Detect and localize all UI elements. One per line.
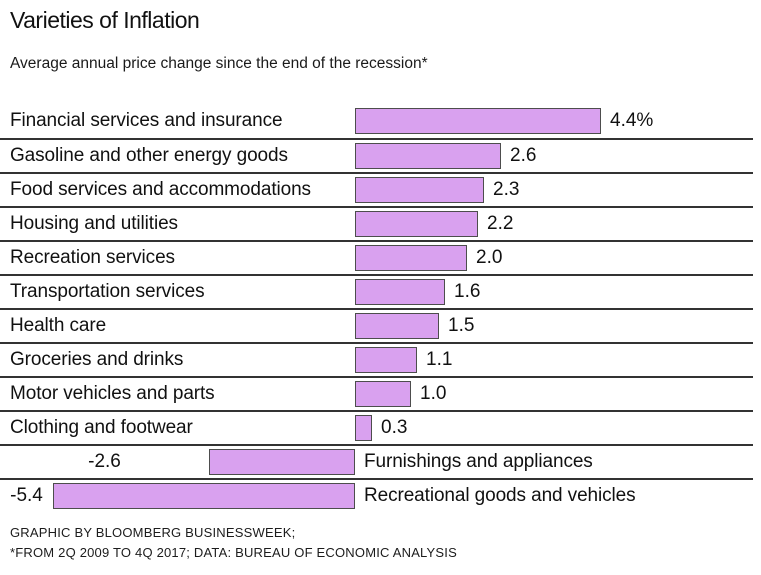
chart-row: Financial services and insurance 4.4% xyxy=(0,104,753,138)
chart-row: Furnishings and appliances -2.6 xyxy=(0,444,753,478)
category-label: Food services and accommodations xyxy=(10,179,311,200)
value-label: 1.1 xyxy=(426,349,453,370)
chart-row: Transportation services 1.6 xyxy=(0,274,753,308)
category-label: Groceries and drinks xyxy=(10,349,184,370)
chart-row: Health care 1.5 xyxy=(0,308,753,342)
footnote-line: *FROM 2Q 2009 TO 4Q 2017; DATA: BUREAU O… xyxy=(10,545,457,560)
value-label: -5.4 xyxy=(10,485,43,506)
chart-row: Motor vehicles and parts 1.0 xyxy=(0,376,753,410)
chart-subtitle: Average annual price change since the en… xyxy=(10,55,428,72)
bar xyxy=(355,177,484,203)
category-label: Transportation services xyxy=(10,281,205,302)
category-label: Recreation services xyxy=(10,247,175,268)
bar xyxy=(355,347,417,373)
value-label: 1.6 xyxy=(454,281,481,302)
bar xyxy=(355,211,478,237)
chart-row: Groceries and drinks 1.1 xyxy=(0,342,753,376)
bar xyxy=(355,313,439,339)
value-label: 1.0 xyxy=(420,383,447,404)
category-label: Recreational goods and vehicles xyxy=(364,485,636,506)
chart-row: Gasoline and other energy goods 2.6 xyxy=(0,138,753,172)
value-label: 1.5 xyxy=(448,315,475,336)
category-label: Health care xyxy=(10,315,107,336)
category-label: Housing and utilities xyxy=(10,213,178,234)
value-label: 0.3 xyxy=(381,417,408,438)
bar xyxy=(355,415,372,441)
category-label: Motor vehicles and parts xyxy=(10,383,215,404)
bar xyxy=(355,143,501,169)
page-title: Varieties of Inflation xyxy=(10,7,200,33)
chart-row: Food services and accommodations 2.3 xyxy=(0,172,753,206)
bar xyxy=(355,108,601,134)
chart-row: Clothing and footwear 0.3 xyxy=(0,410,753,444)
source-note: GRAPHIC BY BLOOMBERG BUSINESSWEEK; *FROM… xyxy=(10,523,457,563)
category-label: Financial services and insurance xyxy=(10,110,283,131)
bar xyxy=(53,483,355,509)
bar xyxy=(209,449,355,475)
category-label: Clothing and footwear xyxy=(10,417,193,438)
credit-line: GRAPHIC BY BLOOMBERG BUSINESSWEEK; xyxy=(10,525,296,540)
category-label: Gasoline and other energy goods xyxy=(10,145,288,166)
category-label: Furnishings and appliances xyxy=(364,451,593,472)
value-label: 2.3 xyxy=(493,179,520,200)
value-label: 2.2 xyxy=(487,213,514,234)
value-label: 2.0 xyxy=(476,247,503,268)
bar xyxy=(355,279,445,305)
bar xyxy=(355,245,467,271)
bar-chart: Financial services and insurance 4.4% Ga… xyxy=(0,104,753,512)
value-label: 4.4% xyxy=(610,110,654,131)
chart-row: Housing and utilities 2.2 xyxy=(0,206,753,240)
chart-row: Recreational goods and vehicles -5.4 xyxy=(0,478,753,512)
value-label: 2.6 xyxy=(510,145,537,166)
bar xyxy=(355,381,411,407)
value-label: -2.6 xyxy=(88,451,121,472)
chart-row: Recreation services 2.0 xyxy=(0,240,753,274)
